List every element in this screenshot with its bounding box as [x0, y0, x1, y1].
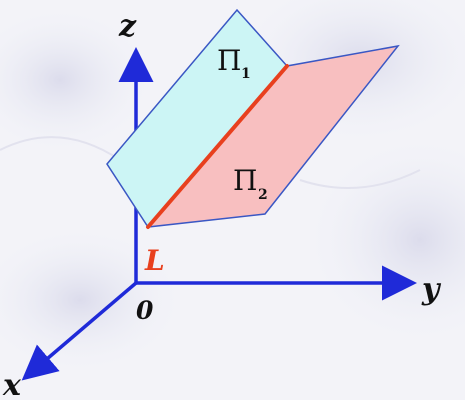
y-axis-label: y [421, 272, 442, 307]
plane-1-symbol: Π [217, 44, 241, 77]
plane-2-subscript: 2 [258, 187, 268, 203]
x-axis-label: x [2, 368, 22, 400]
line-l-label: L [144, 244, 165, 277]
plane-2-label: Π 2 [233, 164, 268, 203]
x-axis [21, 281, 138, 381]
plane-1-subscript: 1 [241, 66, 251, 82]
intersection-line-l [146, 64, 289, 229]
plane-1-label: Π 1 [217, 44, 251, 82]
origin-label: 0 [136, 296, 154, 325]
z-axis-label: z [118, 9, 137, 44]
plane-2-symbol: Π [233, 164, 257, 197]
